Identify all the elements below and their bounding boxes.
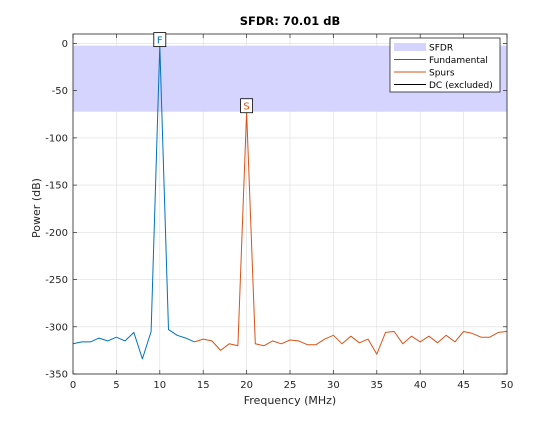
marker-label-S: S (243, 102, 249, 113)
y-axis-label: Power (dB) (30, 178, 43, 238)
y-tick-label: -50 (52, 86, 68, 97)
legend-label: Spurs (429, 69, 455, 79)
x-tick-label: 5 (113, 380, 119, 391)
marker-box-F (153, 32, 167, 48)
y-tick-label: 0 (62, 39, 68, 50)
x-tick-label: 50 (501, 380, 514, 391)
y-tick-label: -200 (45, 228, 68, 239)
chart-title: SFDR: 70.01 dB (240, 14, 341, 28)
series-line-spurs (194, 111, 508, 355)
x-tick-label: 35 (370, 380, 383, 391)
tick-labels: 0 5 10 15 20 25 30 35 40 45 50 0 -50 -100 -150 -200 -250… (45, 39, 513, 391)
y-tick-label: -300 (45, 322, 68, 333)
legend: SFDR Fundamental Spurs DC (excluded) (389, 37, 501, 93)
legend-label: SFDR (429, 44, 453, 54)
x-tick-label: 10 (153, 380, 166, 391)
marker-label-F: F (157, 36, 163, 47)
marker-box-S (240, 98, 254, 114)
peak-markers: FS (153, 32, 254, 114)
x-tick-label: 15 (197, 380, 210, 391)
y-tick-label: -100 (45, 133, 68, 144)
y-tick-label: -150 (45, 181, 68, 192)
x-tick-label: 0 (70, 380, 76, 391)
legend-label: Fundamental (429, 56, 488, 66)
x-tick-label: 30 (327, 380, 340, 391)
series-line-fundamental (72, 45, 195, 360)
y-tick-label: -350 (45, 370, 68, 381)
x-tick-label: 20 (240, 380, 253, 391)
x-tick-label: 45 (457, 380, 470, 391)
legend-swatch-sfdr (394, 43, 426, 51)
y-tick-label: -250 (45, 275, 68, 286)
legend-label: DC (excluded) (429, 81, 493, 91)
x-axis-label: Frequency (MHz) (244, 394, 336, 407)
x-tick-label: 25 (284, 380, 297, 391)
x-tick-label: 40 (414, 380, 427, 391)
